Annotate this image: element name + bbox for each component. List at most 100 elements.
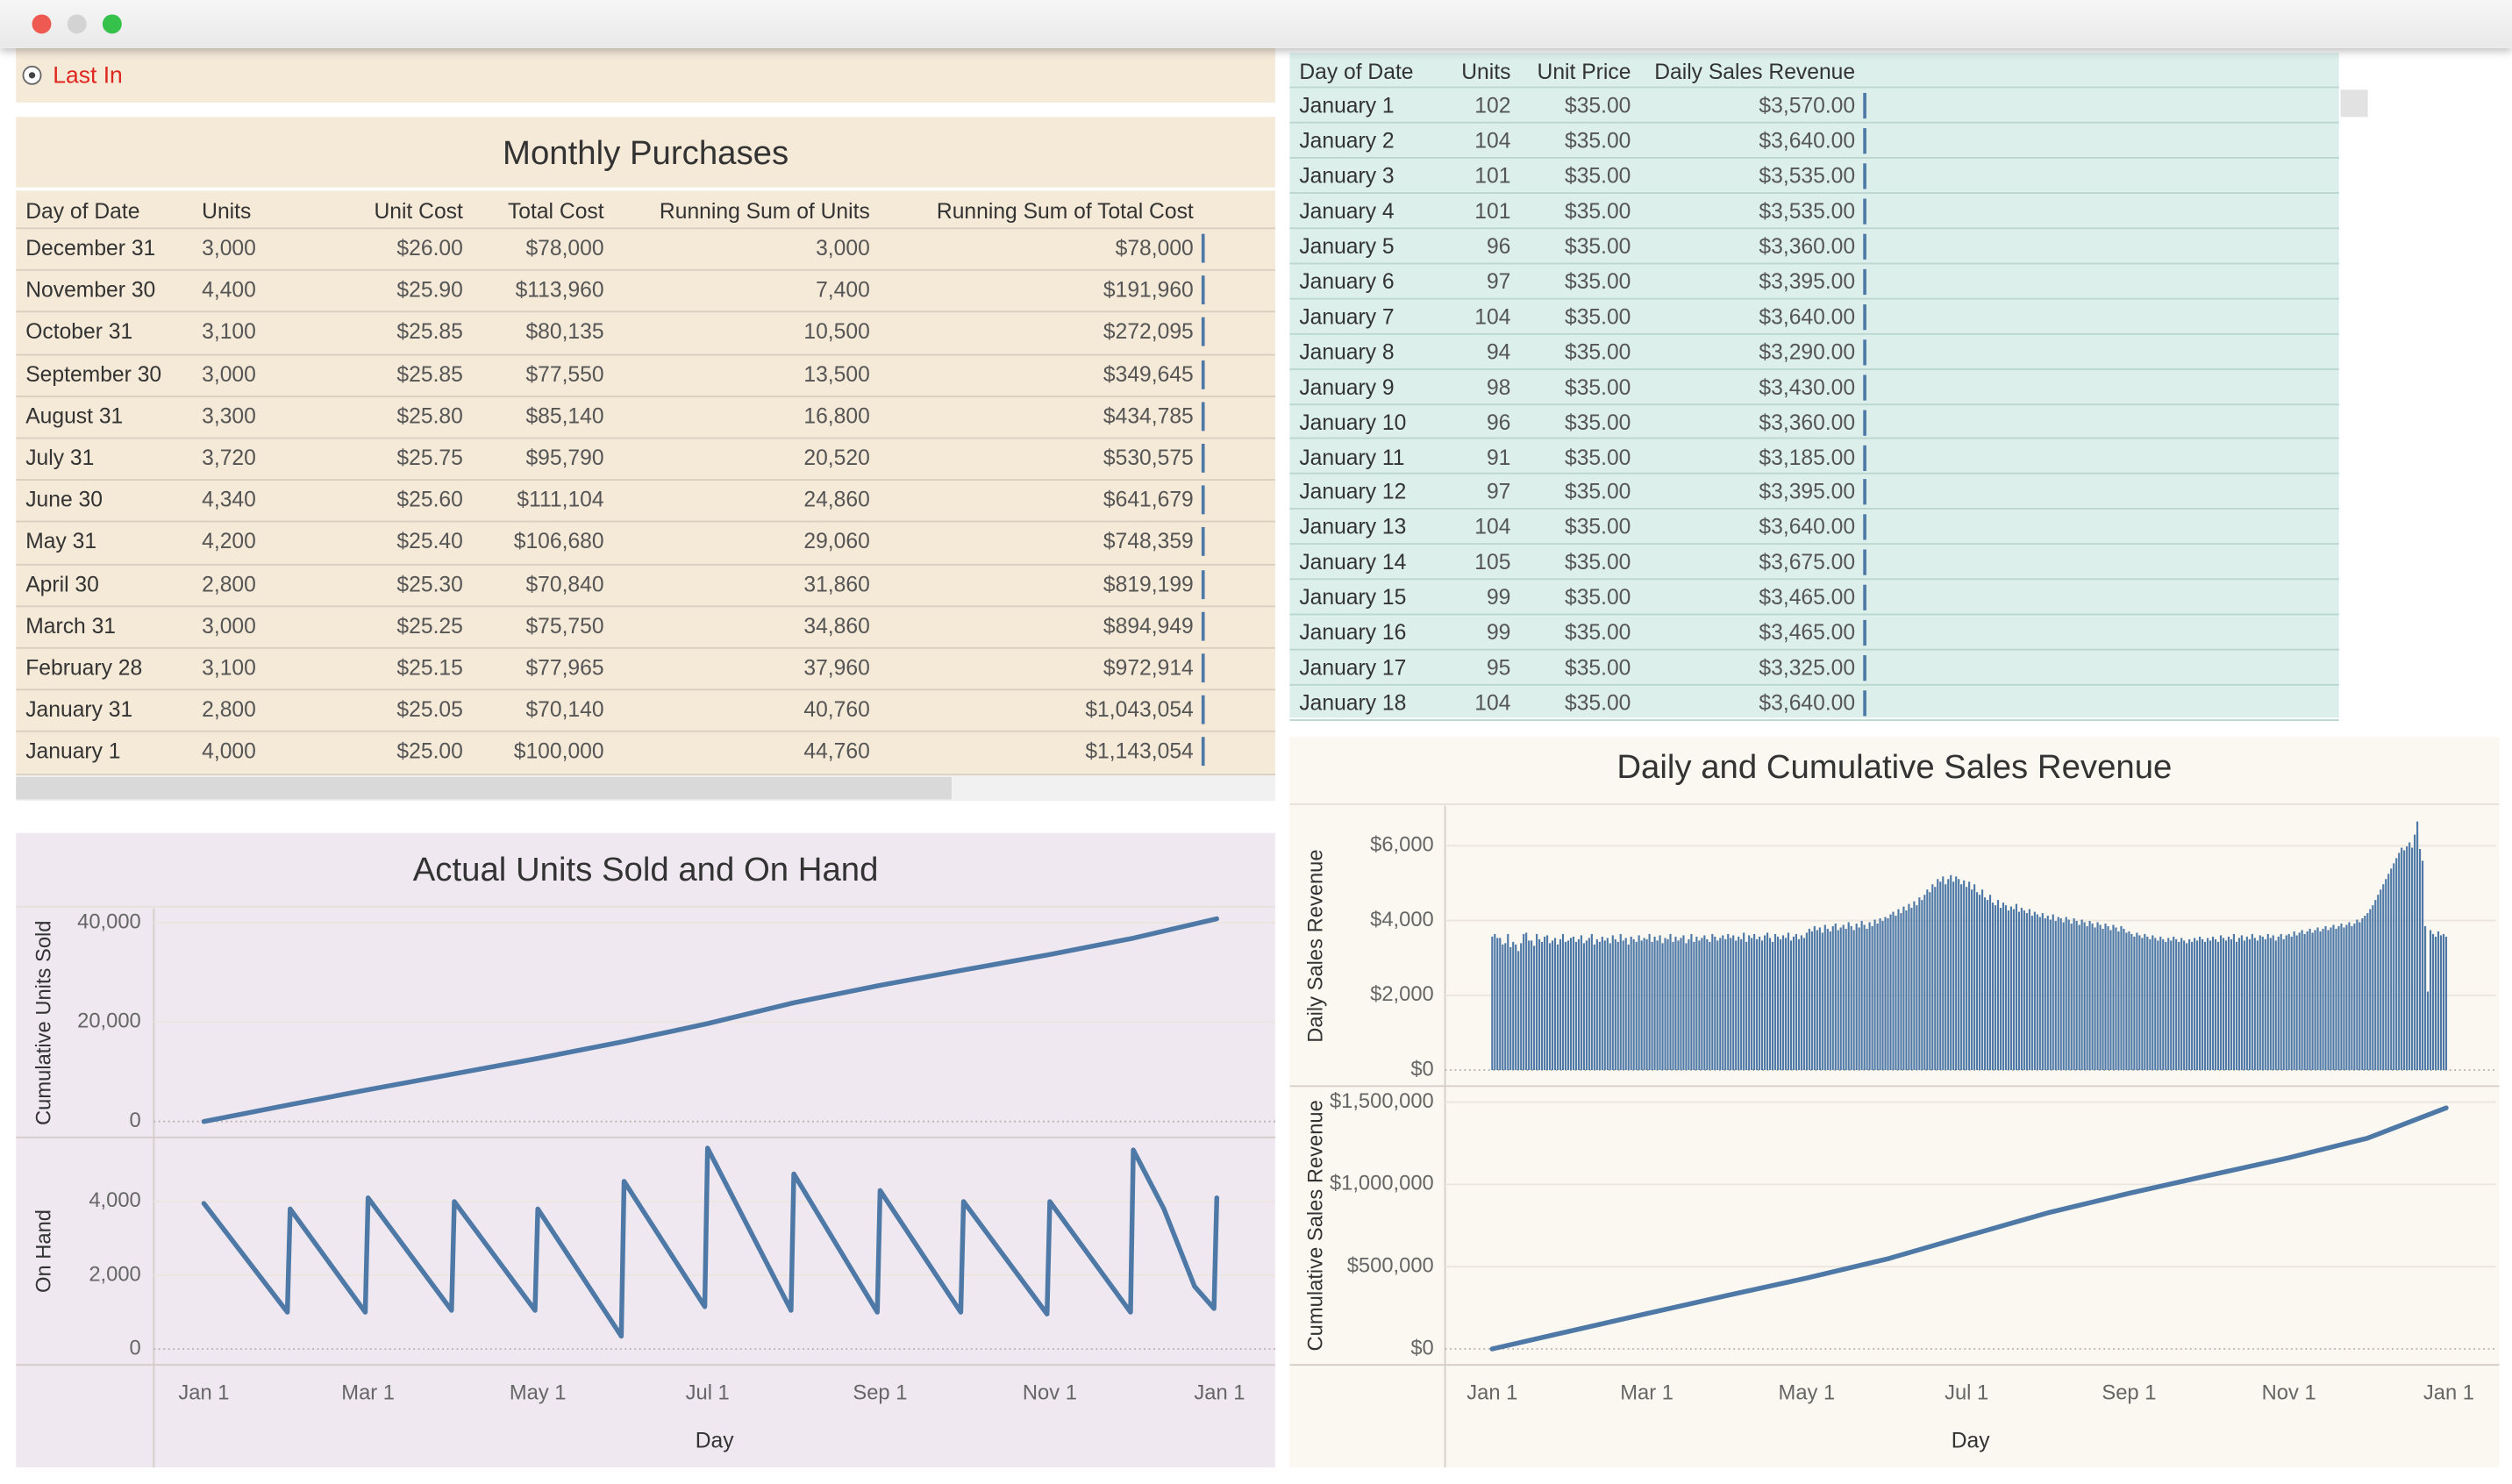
bar <box>1955 876 1958 1071</box>
table-cell: 96 <box>1486 410 1511 434</box>
bar <box>2130 933 2133 1071</box>
table-cell: $972,914 <box>1103 655 1194 680</box>
bar <box>2337 925 2340 1071</box>
bar <box>1934 887 1937 1071</box>
table-cell: $35.00 <box>1564 128 1631 153</box>
bar <box>2245 936 2248 1071</box>
radio-button[interactable] <box>22 65 42 85</box>
bar <box>2261 936 2264 1071</box>
table-cell: January 13 <box>1299 515 1407 539</box>
bar <box>1536 933 1538 1071</box>
bar <box>1950 874 1952 1071</box>
bar <box>2222 938 2225 1071</box>
bar <box>1719 938 1722 1071</box>
bar <box>1958 879 1960 1071</box>
bar <box>1680 938 1682 1071</box>
title-bar <box>0 0 2512 48</box>
table-cell: $3,640.00 <box>1759 690 1856 716</box>
column-header: Day of Date <box>25 198 140 224</box>
bar <box>1682 935 1685 1071</box>
table-cell: 97 <box>1486 268 1511 294</box>
radio-label[interactable]: Last In <box>53 63 123 89</box>
bar <box>1929 892 1931 1071</box>
table-row <box>1289 546 2339 581</box>
table-cell: $77,965 <box>525 655 604 680</box>
bar <box>2099 924 2102 1071</box>
column-header: Total Cost <box>507 198 604 224</box>
table-cell: $3,535.00 <box>1759 163 1856 188</box>
table-cell: $70,140 <box>525 697 604 722</box>
bar <box>1556 944 1559 1071</box>
cell-bar <box>1863 409 1866 435</box>
table-cell: $3,430.00 <box>1759 375 1856 399</box>
y-tick-label: 2,000 <box>89 1263 140 1286</box>
bar <box>2364 916 2366 1071</box>
y-tick-label: $500,000 <box>1347 1254 1434 1277</box>
table-cell: $25.80 <box>396 403 463 428</box>
bar <box>2030 916 2033 1071</box>
table-cell: $3,675.00 <box>1759 550 1856 574</box>
bar <box>1727 933 1730 1071</box>
bar <box>2080 919 2083 1071</box>
column-header: Day of Date <box>1299 60 1414 84</box>
bar <box>2251 933 2253 1071</box>
table-cell: $35.00 <box>1564 268 1631 294</box>
bar <box>2038 917 2041 1071</box>
bar <box>2359 922 2361 1071</box>
table-cell: $25.00 <box>396 739 463 764</box>
bar <box>2091 923 2094 1071</box>
table-cell: January 18 <box>1299 690 1407 716</box>
table-cell: 3,720 <box>202 446 256 470</box>
bar <box>1738 936 1740 1071</box>
bar <box>1643 938 1645 1071</box>
sales-scrollbar-thumb[interactable] <box>2340 89 2368 118</box>
bar <box>2224 940 2228 1071</box>
bar <box>2351 925 2353 1071</box>
bar <box>2216 941 2220 1071</box>
bar <box>1797 938 1800 1071</box>
bar <box>2059 918 2062 1071</box>
bar <box>2377 895 2380 1071</box>
bar <box>1902 906 1905 1071</box>
bar <box>1496 938 1499 1071</box>
bar <box>2102 928 2104 1071</box>
table-cell: $25.25 <box>396 613 463 639</box>
bar <box>1580 935 1582 1071</box>
scrollbar-thumb[interactable] <box>16 776 952 800</box>
bar <box>1630 936 1632 1071</box>
table-cell: April 30 <box>25 571 99 596</box>
table-cell: 3,100 <box>202 319 256 345</box>
table-cell: 13,500 <box>803 361 870 386</box>
x-tick-label: May 1 <box>510 1381 567 1404</box>
table-cell: 3,100 <box>202 655 256 680</box>
table-cell: January 8 <box>1299 339 1395 364</box>
table-title: Monthly Purchases <box>502 135 789 173</box>
table-cell: $3,640.00 <box>1759 128 1856 153</box>
table-cell: $111,104 <box>517 488 604 512</box>
cell-bar <box>1201 402 1205 431</box>
table-row <box>16 439 1275 482</box>
table-cell: $77,550 <box>525 361 604 386</box>
table-cell: 2,800 <box>202 697 256 722</box>
table-cell: 16,800 <box>803 403 870 428</box>
table-cell: May 31 <box>25 529 97 554</box>
x-tick-label: Jan 1 <box>1194 1381 1245 1404</box>
bar <box>1802 938 1805 1071</box>
close-button[interactable] <box>32 14 52 34</box>
table-cell: January 31 <box>25 697 133 722</box>
zoom-button[interactable] <box>102 14 122 34</box>
bar <box>2062 922 2065 1071</box>
bar <box>1585 940 1588 1071</box>
bar <box>1693 941 1695 1071</box>
bar <box>1745 941 1748 1071</box>
table-cell: 4,000 <box>202 739 256 764</box>
minimize-button[interactable] <box>67 14 87 34</box>
cell-bar <box>1863 163 1866 189</box>
bar <box>1669 933 1672 1071</box>
bar <box>1709 941 1711 1071</box>
table-cell: 104 <box>1474 303 1511 329</box>
chart-title: Actual Units Sold and On Hand <box>413 851 879 888</box>
bar <box>2141 938 2144 1071</box>
table-cell: January 4 <box>1299 198 1395 224</box>
table-cell: $80,135 <box>525 319 604 345</box>
